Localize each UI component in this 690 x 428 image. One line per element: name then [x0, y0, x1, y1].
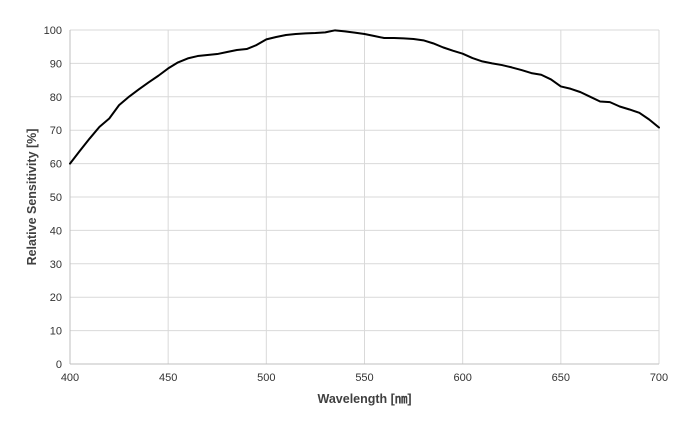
y-tick-label: 10	[50, 326, 62, 338]
y-axis-title: Relative Sensitivity [%]	[25, 129, 39, 266]
x-tick-label: 600	[453, 372, 471, 384]
y-tick-label: 100	[44, 25, 62, 37]
x-tick-label: 650	[552, 372, 570, 384]
grid-lines	[70, 29, 660, 364]
y-tick-label: 30	[50, 259, 62, 271]
x-tick-label: 700	[650, 372, 668, 384]
y-tick-label: 50	[50, 192, 62, 204]
y-tick-label: 90	[50, 58, 62, 70]
axes	[69, 30, 659, 365]
x-tick-label: 550	[355, 372, 373, 384]
y-tick-label: 20	[50, 292, 62, 304]
sensitivity-line	[69, 29, 660, 165]
tick-labels: 0 10 20 30 40 50 60 70 80 90 100 400 450 500 550 600 650…	[44, 25, 669, 384]
axis-titles: Wavelength [㎚] Relative Sensitivity [%]	[25, 129, 411, 406]
x-tick-label: 500	[257, 372, 275, 384]
y-tick-label: 0	[56, 359, 62, 371]
y-tick-label: 70	[50, 125, 62, 137]
y-tick-label: 60	[50, 159, 62, 171]
y-tick-label: 80	[50, 92, 62, 104]
x-tick-label: 400	[61, 372, 79, 384]
x-tick-label: 450	[159, 372, 177, 384]
y-tick-label: 40	[50, 225, 62, 237]
x-axis-title: Wavelength [㎚]	[318, 392, 412, 406]
data-series	[69, 29, 660, 165]
